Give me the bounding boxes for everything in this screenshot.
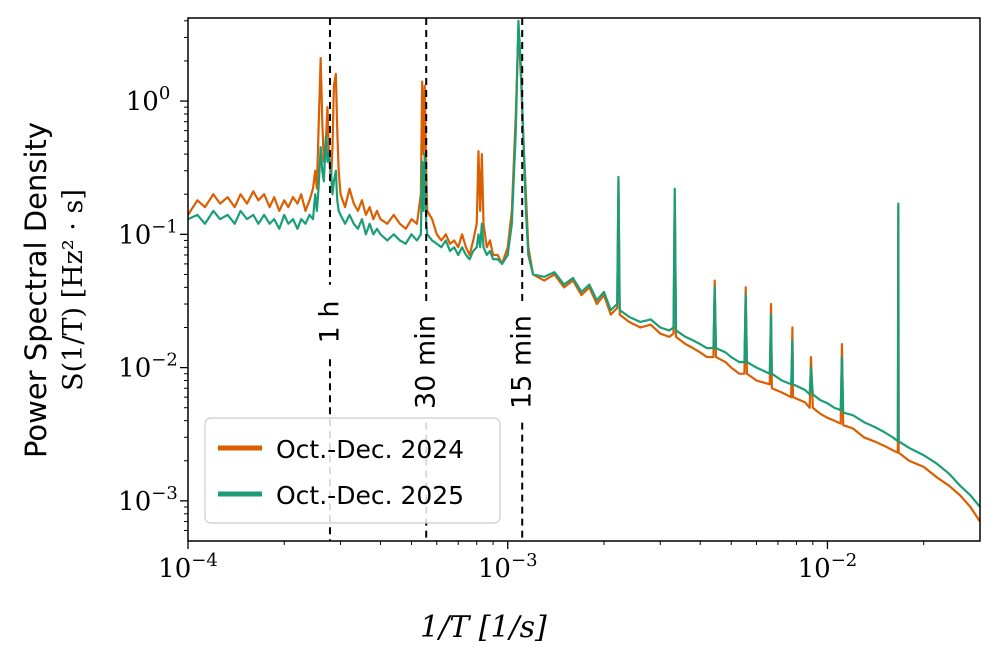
series-layer xyxy=(188,19,980,523)
y-axis-label-line2: S(1/T) [Hz² · s] xyxy=(58,189,89,391)
series-line-2025 xyxy=(188,19,980,508)
y-axis-label-line1: Power Spectral Density xyxy=(19,122,53,458)
plot-frame xyxy=(187,17,981,542)
x-axis-label: 1/T [1/s] xyxy=(420,610,547,645)
legend: Oct.-Dec. 2024 Oct.-Dec. 2025 xyxy=(204,417,501,524)
legend-box xyxy=(204,417,501,524)
legend-label-2024: Oct.-Dec. 2024 xyxy=(276,435,464,464)
reference-lines-layer: 1 h 30 min 15 min xyxy=(314,18,538,541)
legend-label-2025: Oct.-Dec. 2025 xyxy=(276,481,464,510)
ref-label-15-min: 15 min xyxy=(507,315,538,409)
x-tick-label: 10−3 xyxy=(478,550,538,584)
series-line-2024 xyxy=(188,27,980,523)
ref-label-1-h: 1 h xyxy=(314,301,345,344)
y-tick-label: 100 xyxy=(126,83,171,117)
x-tick-label: 10−4 xyxy=(158,550,218,584)
ticks-layer: 10−4 10−3 10−2 10−3 10−2 10−1 100 xyxy=(118,20,925,584)
y-tick-label: 10−1 xyxy=(118,216,178,250)
y-tick-label: 10−2 xyxy=(118,350,178,384)
ref-label-30-min: 30 min xyxy=(411,315,442,409)
x-tick-label: 10−2 xyxy=(798,550,858,584)
y-tick-label: 10−3 xyxy=(118,483,178,517)
